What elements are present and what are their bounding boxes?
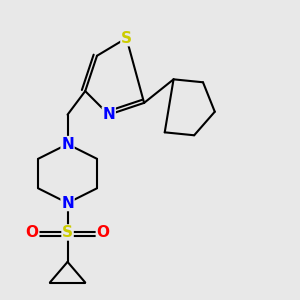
Text: N: N [102, 107, 115, 122]
Text: S: S [62, 225, 73, 240]
Text: O: O [26, 225, 39, 240]
Text: O: O [96, 225, 110, 240]
Text: N: N [61, 196, 74, 211]
Text: N: N [61, 136, 74, 152]
Text: S: S [121, 31, 132, 46]
